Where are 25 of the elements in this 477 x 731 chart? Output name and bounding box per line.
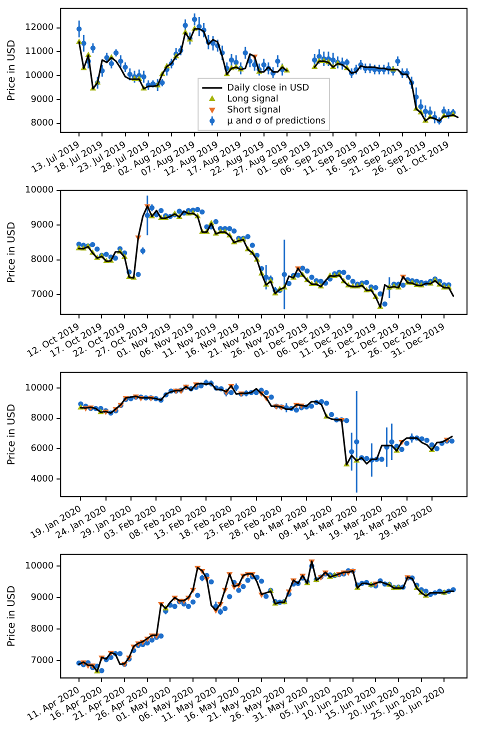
y-tick-label: 4000 <box>30 474 54 484</box>
y-axis-title: Price in USD <box>6 404 18 466</box>
y-tick-label: 9000 <box>30 94 54 105</box>
y-tick-label: 7000 <box>30 290 54 300</box>
y-tick-label: 9000 <box>30 220 54 230</box>
y-tick-label: 8000 <box>30 624 54 634</box>
y-tick-label: 6000 <box>30 444 54 454</box>
y-tick-label: 12000 <box>24 23 54 34</box>
y-tick-label: 11000 <box>24 46 54 57</box>
y-axis-title: Price in USD <box>6 585 18 647</box>
y-tick-label: 10000 <box>24 383 54 394</box>
y-tick-label: 10000 <box>24 561 54 572</box>
y-tick-label: 8000 <box>30 118 54 129</box>
y-axis-title: Price in USD <box>6 221 18 284</box>
legend-label: Daily close in USD <box>227 84 310 94</box>
y-tick-label: 8000 <box>30 414 54 424</box>
y-tick-label: 8000 <box>30 255 54 266</box>
y-tick-label: 7000 <box>30 656 54 666</box>
y-axis-title: Price in USD <box>6 39 18 102</box>
legend-label: μ and σ of predictions <box>227 116 326 127</box>
legend-label: Long signal <box>227 94 278 105</box>
legend-label: Short signal <box>227 106 281 116</box>
y-tick-label: 10000 <box>24 186 54 196</box>
y-tick-label: 10000 <box>24 70 54 81</box>
y-tick-label: 9000 <box>30 592 54 603</box>
